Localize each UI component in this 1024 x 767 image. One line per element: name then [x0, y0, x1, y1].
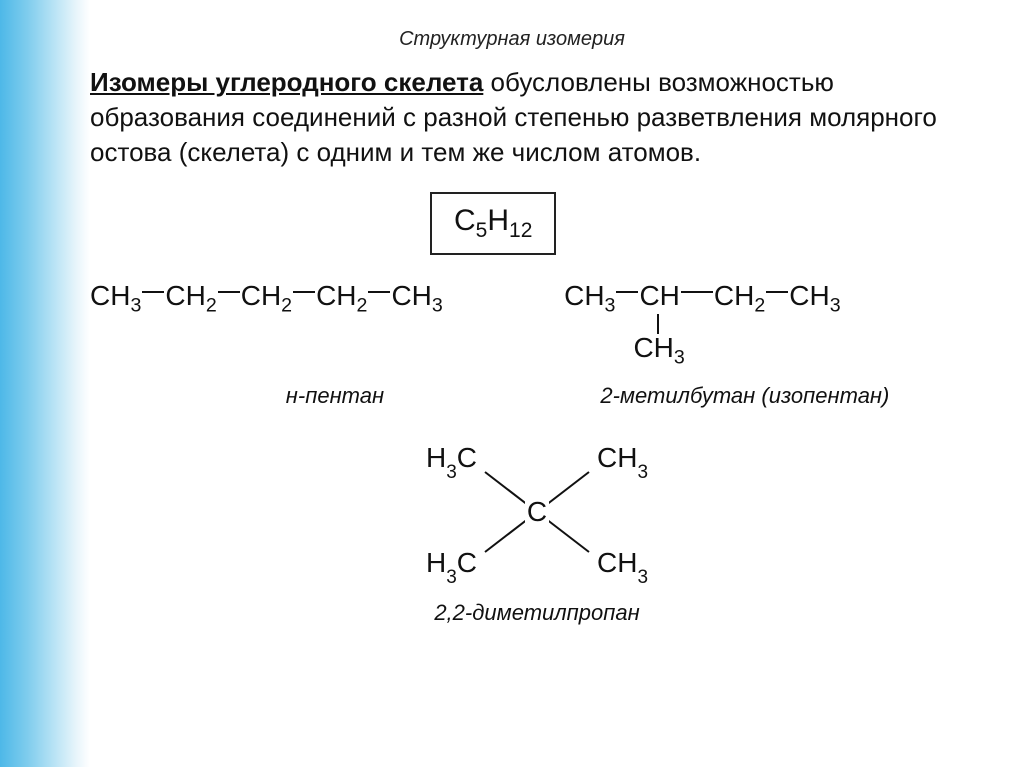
chem-group: CH3 [564, 280, 615, 311]
neopentane-structure: C H3C CH3 H3C CH3 [407, 437, 667, 587]
structures-row: CH3 CH2 CH2 CH2 CH3 CH3 CHCH3 CH2 CH3 [90, 280, 984, 318]
arm-group: H3C [426, 442, 477, 483]
compound-labels-row: н-пентан 2-метилбутан (изопентан) [90, 383, 984, 409]
isopentane-structure: CH3 CHCH3 CH2 CH3 [534, 280, 944, 318]
molecular-formula-box: C5H12 [430, 192, 556, 255]
chem-group: CH3 [391, 280, 442, 311]
chem-group: CH2 [241, 280, 292, 311]
bond-icon [293, 291, 315, 293]
chem-group: CH3 [789, 280, 840, 311]
npentane-structure: CH3 CH2 CH2 CH2 CH3 [90, 280, 500, 318]
chem-group: CH2 [165, 280, 216, 311]
slide-content: Структурная изомерия Изомеры углеродного… [0, 0, 1024, 646]
center-carbon: C [527, 496, 547, 527]
npentane-chain: CH3 CH2 CH2 CH2 CH3 [90, 280, 443, 311]
bond-icon [616, 291, 638, 293]
slide-title: Структурная изомерия [40, 28, 984, 51]
chem-group: CH2 [714, 280, 765, 311]
definition-term: Изомеры углеродного скелета [90, 67, 483, 97]
bond-icon [218, 291, 240, 293]
isopentane-label: 2-метилбутан (изопентан) [540, 383, 950, 409]
neopentane-block: C H3C CH3 H3C CH3 2,2-диметилпропан [90, 437, 984, 626]
chem-group: CH [639, 280, 679, 311]
chem-group: CH2 [316, 280, 367, 311]
chem-group: CH3 [90, 280, 141, 311]
bond-icon [766, 291, 788, 293]
bond-icon [681, 291, 713, 293]
arm-group: CH3 [597, 442, 648, 483]
vertical-bond-icon [657, 314, 659, 334]
isopentane-chain: CH3 CHCH3 CH2 CH3 [564, 280, 841, 311]
definition-paragraph: Изомеры углеродного скелета обусловлены … [90, 65, 984, 170]
bond-icon [142, 291, 164, 293]
bond-icon [368, 291, 390, 293]
arm-group: CH3 [597, 547, 648, 587]
branch-carbon: CHCH3 [639, 280, 679, 312]
npentane-label: н-пентан [130, 383, 540, 409]
neopentane-label: 2,2-диметилпропан [90, 600, 984, 626]
branch-group: CH3 [633, 332, 684, 370]
arm-group: H3C [426, 547, 477, 587]
